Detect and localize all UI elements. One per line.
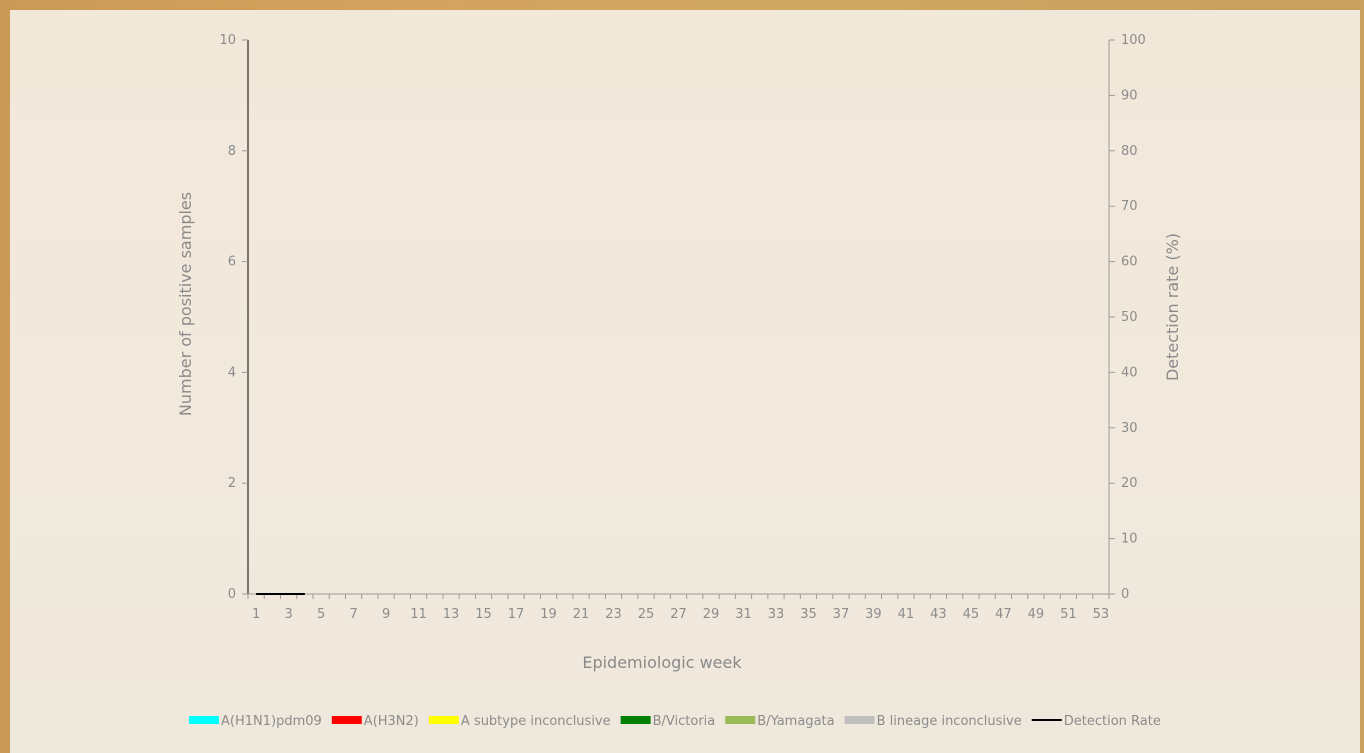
y2-tick-label: 30 xyxy=(1121,421,1138,436)
x-tick-label: 31 xyxy=(735,607,752,622)
legend-swatch xyxy=(620,716,651,724)
legend-label: B/Victoria xyxy=(653,714,716,729)
legend-swatch xyxy=(725,716,756,724)
x-axis-title: Epidemiologic week xyxy=(582,653,742,672)
y2-tick-label: 100 xyxy=(1121,33,1146,48)
x-tick-label: 5 xyxy=(317,607,325,622)
x-tick-label: 19 xyxy=(540,607,557,622)
y2-tick-label: 60 xyxy=(1121,255,1138,270)
legend-swatch xyxy=(428,716,459,724)
x-tick-label: 35 xyxy=(800,607,817,622)
y2-tick-label: 80 xyxy=(1121,144,1138,159)
x-tick-label: 25 xyxy=(638,607,655,622)
y-tick-label: 8 xyxy=(228,144,236,159)
x-tick-label: 29 xyxy=(703,607,720,622)
legend-label: B/Yamagata xyxy=(757,714,834,729)
legend-label: A subtype inconclusive xyxy=(461,714,611,729)
x-tick-label: 37 xyxy=(833,607,850,622)
y-tick-label: 10 xyxy=(219,33,236,48)
x-tick-label: 21 xyxy=(573,607,590,622)
x-tick-label: 17 xyxy=(508,607,525,622)
y-tick-label: 0 xyxy=(228,587,236,602)
y-tick-label: 6 xyxy=(228,255,236,270)
x-tick-label: 49 xyxy=(1028,607,1045,622)
legend-label: A(H1N1)pdm09 xyxy=(221,714,322,729)
y-axis-title: Number of positive samples xyxy=(176,192,195,416)
legend-swatch xyxy=(844,716,875,724)
y2-tick-label: 20 xyxy=(1121,476,1138,491)
x-tick-label: 47 xyxy=(995,607,1012,622)
x-tick-label: 45 xyxy=(963,607,980,622)
chart-panel xyxy=(10,10,1360,753)
y2-tick-label: 0 xyxy=(1121,587,1129,602)
legend-swatch xyxy=(331,716,362,724)
x-tick-label: 15 xyxy=(475,607,492,622)
legend-swatch xyxy=(189,716,219,724)
x-tick-label: 27 xyxy=(670,607,687,622)
legend-label: A(H3N2) xyxy=(364,714,419,729)
x-tick-label: 33 xyxy=(768,607,785,622)
x-tick-label: 1 xyxy=(252,607,260,622)
x-tick-label: 13 xyxy=(443,607,460,622)
x-tick-label: 3 xyxy=(284,607,292,622)
y2-tick-label: 70 xyxy=(1121,199,1138,214)
x-tick-label: 41 xyxy=(898,607,915,622)
x-tick-label: 51 xyxy=(1060,607,1077,622)
y2-tick-label: 40 xyxy=(1121,365,1138,380)
y2-tick-label: 10 xyxy=(1121,532,1138,547)
x-tick-label: 53 xyxy=(1093,607,1110,622)
y-tick-label: 4 xyxy=(228,365,236,380)
x-tick-label: 11 xyxy=(410,607,427,622)
y-tick-label: 2 xyxy=(228,476,236,491)
x-tick-label: 23 xyxy=(605,607,622,622)
x-tick-label: 39 xyxy=(865,607,882,622)
y2-tick-label: 50 xyxy=(1121,310,1138,325)
legend: A(H1N1)pdm09 A(H3N2) A subtype inconclusiv… xyxy=(189,714,1161,729)
legend-label: Detection Rate xyxy=(1064,714,1161,729)
x-tick-label: 7 xyxy=(349,607,357,622)
y2-axis-title: Detection rate (%) xyxy=(1163,233,1182,381)
x-tick-label: 9 xyxy=(382,607,390,622)
legend-label: B lineage inconclusive xyxy=(877,714,1022,729)
y2-tick-label: 90 xyxy=(1121,88,1138,103)
x-tick-label: 43 xyxy=(930,607,947,622)
